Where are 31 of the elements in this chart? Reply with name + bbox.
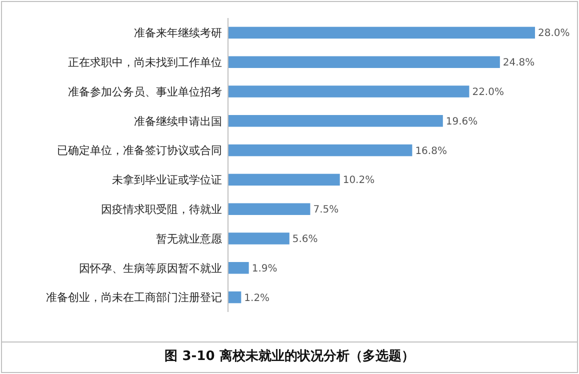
bar (228, 174, 340, 186)
y-tick-label: 因疫情求职受阻，待就业 (101, 202, 222, 216)
text: 图 3-10 离校未就业的状况分析（多选题） (164, 348, 414, 364)
bar (228, 56, 500, 68)
bar (228, 86, 470, 98)
data-label: 16.8% (415, 146, 447, 157)
bar (228, 26, 535, 39)
data-label: 1.9% (252, 263, 278, 274)
y-tick-label: 正在求职中，尚未找到工作单位 (68, 56, 222, 69)
bar (228, 262, 249, 274)
data-label: 28.0% (538, 28, 570, 40)
y-tick-label: 准备参加公务员、事业单位招考 (68, 85, 222, 98)
y-tick-label: 暂无就业意愿 (156, 232, 222, 246)
data-label: 7.5% (313, 204, 339, 216)
data-label: 5.6% (292, 234, 318, 245)
y-tick-label: 准备来年继续考研 (134, 26, 222, 40)
bar (228, 291, 242, 304)
y-tick-label: 准备继续申请出国 (134, 114, 222, 128)
bar (228, 232, 290, 244)
y-tick-label: 因怀孕、生病等原因暂不就业 (79, 262, 222, 275)
data-label: 24.8% (502, 58, 535, 69)
data-label: 19.6% (446, 116, 478, 128)
bar (228, 115, 443, 127)
data-label: 10.2% (342, 175, 375, 186)
y-tick-label: 准备创业，尚未在工商部门注册登记 (46, 291, 222, 304)
bar (228, 203, 310, 215)
data-label: 22.0% (472, 87, 504, 98)
bar (228, 144, 412, 156)
y-tick-label: 未拿到毕业证或学位证 (112, 174, 222, 187)
y-tick-label: 已确定单位，准备签订协议或合同 (57, 144, 222, 158)
data-label: 1.2% (244, 292, 270, 304)
